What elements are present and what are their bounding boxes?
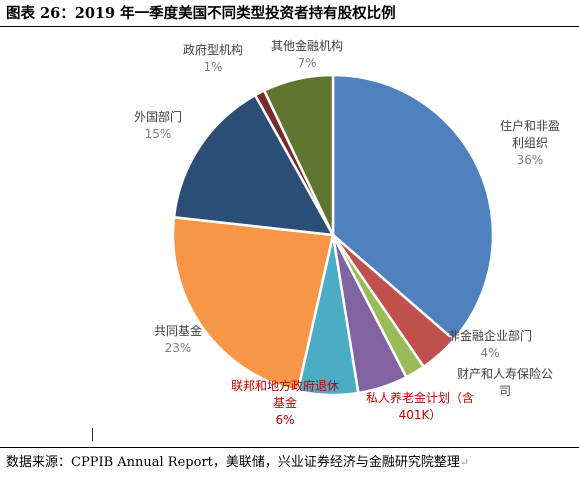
slice-label: 私人养老金计划（含 401K） xyxy=(366,390,474,422)
slice-label: 共同基金 xyxy=(154,323,202,338)
slice-value-label: 7% xyxy=(297,56,316,70)
return-mark-icon: ↵ xyxy=(459,456,470,469)
pie-slices xyxy=(171,73,495,397)
slice-value-label: 23% xyxy=(165,341,192,355)
pie-slice xyxy=(262,73,335,237)
slice-label: 财产和人寿保险公司 xyxy=(457,366,553,398)
slice-label: 政府型机构 xyxy=(183,42,243,57)
slice-value-label: 4% xyxy=(480,346,499,360)
figure-title: 图表 26：2019 年一季度美国不同类型投资者持有股权比例 xyxy=(6,5,396,22)
slice-label: 非金融企业部门 xyxy=(448,328,532,343)
slice-value-label: 15% xyxy=(145,127,172,141)
pie-slice xyxy=(331,73,495,342)
slice-value-label: 1% xyxy=(203,60,222,74)
slice-value-label: 36% xyxy=(517,153,544,167)
pie-slice xyxy=(172,93,335,237)
slice-label: 其他金融机构 xyxy=(271,38,343,53)
slice-label: 联邦和地方政府退休基金 xyxy=(231,378,339,410)
source-text: 数据来源：CPPIB Annual Report，美联储，兴业证券经济与金融研究… xyxy=(6,455,460,470)
text-cursor xyxy=(92,428,93,441)
slice-label: 外国部门 xyxy=(134,109,182,124)
figure-source: 数据来源：CPPIB Annual Report，美联储，兴业证券经济与金融研究… xyxy=(6,451,469,470)
source-divider xyxy=(0,447,579,448)
title-divider xyxy=(0,26,579,27)
slice-label: 住户和非盈利组织 xyxy=(500,118,560,150)
pie-slice xyxy=(171,216,335,393)
slice-value-label: 6% xyxy=(275,413,294,427)
